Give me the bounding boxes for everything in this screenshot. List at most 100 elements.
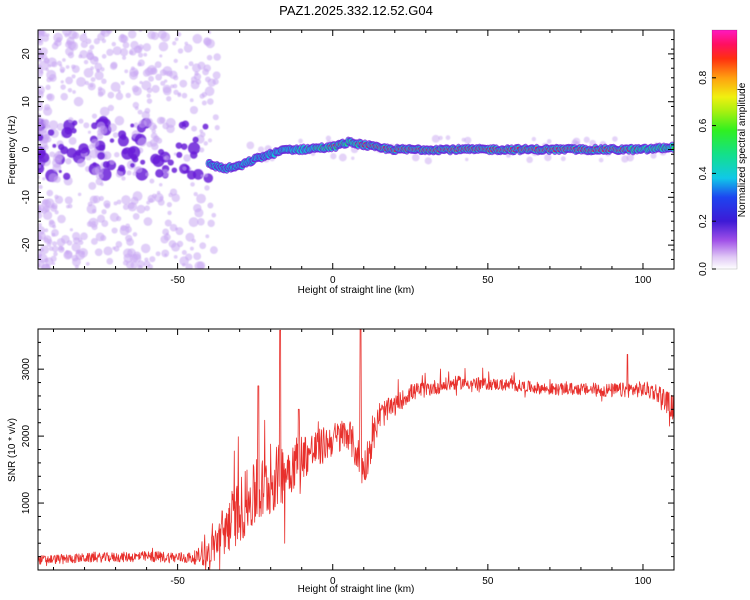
spectrogram-point	[125, 92, 131, 99]
spectrogram-point	[53, 176, 61, 183]
spectrogram-point	[52, 143, 57, 148]
spectrogram-point	[99, 106, 110, 117]
spectrogram-point	[137, 109, 143, 115]
spectrogram-point	[45, 257, 54, 266]
spectrogram-point	[190, 76, 197, 83]
spectrogram-point	[107, 104, 115, 112]
spectrogram-point	[77, 192, 82, 197]
spectrogram-point	[612, 136, 618, 142]
spectrogram-point	[71, 128, 77, 134]
spectrogram-point	[560, 156, 566, 162]
spectrogram-point	[181, 262, 186, 267]
spectrogram-point	[122, 203, 130, 211]
spectrogram-point	[78, 118, 84, 124]
spectrogram-point	[97, 88, 106, 96]
spectrogram-point	[156, 137, 163, 144]
spectrogram-point	[155, 251, 161, 257]
spectrogram-point	[112, 132, 119, 138]
spectrogram-point	[177, 48, 184, 54]
spectrogram-point	[205, 234, 210, 239]
spectrogram-point	[583, 136, 590, 143]
spectrogram-point	[571, 139, 578, 146]
spectrogram-point	[42, 199, 49, 206]
spectrogram-point	[598, 157, 604, 163]
spectrogram-point	[180, 143, 188, 150]
spectrogram-point	[64, 32, 69, 38]
spectrogram-ytick-label: 0	[21, 146, 32, 152]
spectrogram-point	[114, 151, 120, 158]
spectrogram-point	[135, 166, 143, 173]
spectrogram-point	[58, 245, 64, 251]
spectrogram-point	[257, 146, 265, 153]
spectrogram-point	[351, 156, 355, 160]
spectrogram-point	[108, 123, 117, 132]
spectrogram-point	[38, 31, 42, 35]
spectrogram-point	[65, 47, 74, 56]
spectrogram-point	[67, 88, 73, 93]
spectrogram-point	[175, 142, 183, 149]
spectrogram-point	[146, 200, 151, 205]
spectrogram-point	[117, 135, 129, 147]
spectrogram-point	[146, 98, 153, 104]
spectrogram-point	[134, 106, 139, 111]
spectrogram-point	[67, 203, 73, 209]
spectrogram-point	[203, 173, 208, 178]
spectrogram-point	[193, 191, 198, 197]
spectrogram-point	[52, 241, 57, 247]
spectrogram-point	[101, 54, 107, 59]
spectrogram-point	[48, 120, 59, 130]
spectrogram-point	[325, 135, 332, 141]
spectrogram-point	[132, 171, 137, 176]
spectrogram-point	[38, 58, 42, 62]
spectrogram-point	[162, 84, 172, 94]
spectrogram-point	[176, 151, 183, 159]
spectrogram-point	[59, 64, 63, 68]
spectrogram-point	[96, 121, 106, 131]
spectrogram-point	[64, 196, 73, 205]
spectrogram-point	[189, 105, 199, 115]
spectrogram-point	[110, 61, 118, 69]
spectrogram-point	[172, 41, 177, 46]
spectrogram-point	[97, 151, 106, 160]
spectrogram-xlabel: Height of straight line (km)	[298, 285, 415, 296]
spectrogram-point	[113, 201, 118, 206]
snr-xtick-label: 50	[482, 576, 494, 587]
colorbar-gradient	[712, 30, 737, 269]
spectrogram-point	[44, 228, 49, 233]
spectrogram-point	[136, 204, 146, 214]
spectrogram-point	[83, 59, 89, 65]
spectrogram-point	[65, 158, 72, 165]
spectrogram-point	[74, 264, 79, 269]
spectrogram-point	[80, 232, 88, 241]
spectrogram-point	[142, 43, 152, 52]
spectrogram-point	[87, 130, 92, 134]
spectrogram-point	[143, 217, 153, 226]
spectrogram-point	[67, 30, 78, 40]
spectrogram-point	[147, 264, 153, 269]
spectrogram-point	[102, 161, 110, 169]
spectrogram-point	[64, 250, 73, 259]
spectrogram-point	[129, 70, 138, 80]
colorbar-tick-label: 0.6	[698, 118, 709, 132]
spectrogram-point	[211, 212, 217, 218]
spectrogram-point	[43, 57, 50, 64]
spectrogram-xtick-label: 100	[635, 275, 652, 286]
spectrogram-point	[116, 199, 122, 205]
spectrogram-point	[38, 258, 45, 269]
spectrogram-point	[94, 71, 104, 81]
spectrogram-point	[115, 92, 124, 101]
spectrogram-point	[544, 153, 552, 162]
spectrogram-point	[158, 41, 169, 52]
spectrogram-point	[115, 170, 124, 178]
spectrogram-point	[101, 209, 107, 215]
spectrogram-point	[152, 155, 165, 167]
spectrogram-point	[103, 246, 113, 256]
spectrogram-point	[188, 61, 194, 67]
spectrogram-point	[166, 124, 175, 134]
spectrogram-point	[106, 257, 114, 265]
spectrogram-ytick-label: 10	[21, 96, 32, 108]
spectrogram-point	[104, 202, 111, 209]
snr-xtick-label: 0	[330, 576, 336, 587]
spectrogram-point	[166, 201, 173, 208]
spectrogram-point	[121, 147, 134, 160]
